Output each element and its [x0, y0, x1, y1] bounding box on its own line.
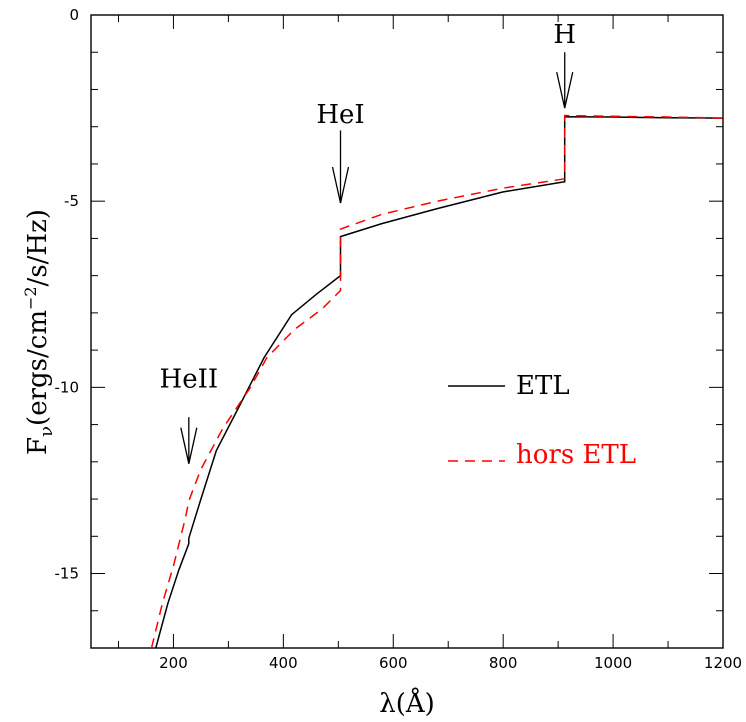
y-label-sup: −2: [21, 286, 40, 310]
x-tick-label: 200: [159, 654, 188, 672]
legend-label-hors-etl: hors ETL: [516, 440, 636, 470]
y-tick-label: -5: [64, 192, 79, 210]
down-arrow-icon: [331, 166, 350, 204]
y-tick-label: 0: [69, 6, 79, 24]
x-tick-label: 800: [489, 654, 518, 672]
y-axis-label: Fν(ergs/cm−2/s/Hz): [21, 209, 57, 455]
legend: ETL hors ETL: [448, 371, 636, 470]
x-tick-label: 1000: [594, 654, 632, 672]
down-arrow-icon: [556, 71, 574, 109]
y-label-sub: ν: [36, 426, 57, 437]
annotation-label: HeI: [316, 100, 364, 130]
annotation-heii: HeII: [160, 364, 219, 464]
legend-label-etl: ETL: [516, 371, 570, 401]
annotation-h: H: [553, 20, 576, 109]
annotations-group: HeII HeI H: [160, 20, 576, 464]
x-axis-label: λ(Å): [379, 687, 435, 719]
y-label-main: F: [23, 437, 53, 455]
x-tick-label: 400: [269, 654, 298, 672]
plot-frame: [90, 14, 724, 649]
y-tick-label: -10: [55, 378, 80, 396]
series-group: [150, 114, 724, 649]
annotation-label: HeII: [160, 364, 219, 394]
axis-ticks: 200 400 600 800 1000 1200 0 -5 -10 -15: [55, 6, 743, 672]
x-tick-label: 600: [379, 654, 408, 672]
y-tick-label: -15: [55, 565, 80, 583]
down-arrow-icon: [180, 427, 198, 464]
annotation-label: H: [553, 20, 576, 50]
series-line-hors-etl: [150, 114, 724, 649]
x-tick-label: 1200: [704, 654, 742, 672]
y-label-open: (ergs/cm: [23, 310, 53, 426]
series-line-etl: [155, 115, 724, 649]
annotation-hei: HeI: [316, 100, 365, 204]
y-label-close: /s/Hz): [23, 209, 53, 286]
